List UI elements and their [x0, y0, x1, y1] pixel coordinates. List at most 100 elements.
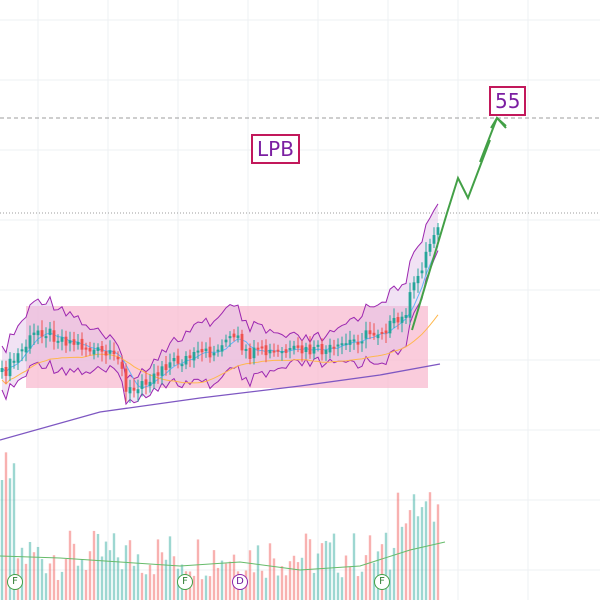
candle-body — [144, 379, 148, 385]
candle-body — [40, 330, 44, 337]
candle-body — [372, 332, 376, 336]
volume-bar — [412, 494, 416, 600]
volume-bar — [368, 535, 372, 600]
candle-body — [192, 351, 196, 361]
candle-body — [200, 348, 204, 353]
candle-body — [244, 348, 248, 351]
volume-bar — [192, 575, 196, 600]
volume-bar — [144, 574, 148, 600]
volume-bar — [84, 569, 88, 600]
volume-bar — [8, 478, 12, 600]
candle-body — [276, 349, 280, 352]
candle-body — [356, 341, 360, 345]
candle-body — [340, 343, 344, 346]
volume-bar — [436, 504, 440, 600]
volume-bar — [408, 510, 412, 600]
candle-body — [268, 349, 272, 354]
candle-body — [260, 346, 264, 349]
candle-body — [96, 347, 100, 352]
volume-bar — [156, 539, 160, 600]
volume-bar — [152, 574, 156, 600]
volume-bar — [24, 563, 28, 600]
candle-body — [280, 351, 284, 354]
candle-body — [384, 330, 388, 334]
candle-body — [392, 317, 396, 324]
candle-body — [428, 244, 432, 252]
candle-body — [208, 346, 212, 358]
volume-bar — [248, 550, 252, 600]
candle-body — [16, 353, 20, 363]
volume-bar — [104, 541, 108, 600]
candle-body — [136, 389, 140, 394]
volume-bar — [328, 542, 332, 600]
volume-bar — [424, 501, 428, 600]
candle-body — [24, 346, 28, 353]
event-badge-f[interactable]: F — [7, 574, 23, 590]
candle-body — [436, 227, 440, 235]
candle-body — [88, 347, 92, 352]
candle-body — [212, 352, 216, 356]
volume-bar — [36, 546, 40, 600]
candle-body — [180, 364, 184, 367]
volume-bar — [384, 532, 388, 600]
candle-body — [12, 360, 16, 363]
volume-bar — [100, 556, 104, 600]
volume-bar — [80, 559, 84, 600]
candle-body — [324, 349, 328, 354]
candle-body — [224, 339, 228, 343]
candle-body — [232, 333, 236, 338]
volume-bar — [172, 556, 176, 600]
volume-bar — [32, 552, 36, 600]
volume-bar — [164, 559, 168, 600]
event-badge-d[interactable]: D — [232, 574, 248, 590]
volume-bar — [136, 554, 140, 600]
candle-body — [124, 368, 128, 392]
candle-body — [364, 330, 368, 339]
candle-body — [148, 381, 152, 386]
candle-body — [304, 346, 308, 352]
candle-body — [376, 334, 380, 339]
volume-bar — [196, 539, 200, 600]
volume-bar — [68, 530, 72, 600]
volume-bar — [112, 533, 116, 600]
candle-body — [168, 362, 172, 368]
volume-bar — [128, 540, 132, 600]
volume-bar — [392, 547, 396, 600]
volume-bar — [324, 540, 328, 600]
volume-bar — [304, 533, 308, 600]
candle-body — [132, 387, 136, 391]
volume-bar — [316, 553, 320, 600]
volume-bar — [124, 545, 128, 600]
candle-body — [100, 346, 104, 352]
volume-bar — [344, 555, 348, 600]
volume-bar — [4, 452, 8, 600]
volume-bar — [288, 561, 292, 600]
volume-bar — [200, 579, 204, 600]
candle-body — [156, 372, 160, 376]
volume-bar — [108, 550, 112, 600]
candle-body — [240, 333, 244, 351]
volume-bar — [40, 559, 44, 600]
candle-body — [352, 339, 356, 342]
candle-body — [288, 348, 292, 351]
candle-body — [252, 347, 256, 359]
volume-bar — [0, 480, 4, 600]
volume-bar — [336, 572, 340, 600]
candle-body — [84, 347, 88, 350]
candle-body — [28, 335, 32, 349]
volume-bar — [140, 572, 144, 600]
event-badge-f[interactable]: F — [177, 574, 193, 590]
bollinger-band-fill — [2, 203, 438, 405]
event-badge-f[interactable]: F — [374, 574, 390, 590]
volume-bar — [60, 571, 64, 600]
candle-body — [400, 316, 404, 323]
candle-body — [104, 351, 108, 356]
volume-bar — [372, 562, 376, 600]
candle-body — [140, 381, 144, 389]
volume-bar — [364, 555, 368, 600]
candle-body — [196, 350, 200, 353]
volume-bar — [168, 536, 172, 600]
candle-body — [32, 332, 36, 335]
candle-body — [348, 339, 352, 345]
volume-bar — [132, 565, 136, 600]
